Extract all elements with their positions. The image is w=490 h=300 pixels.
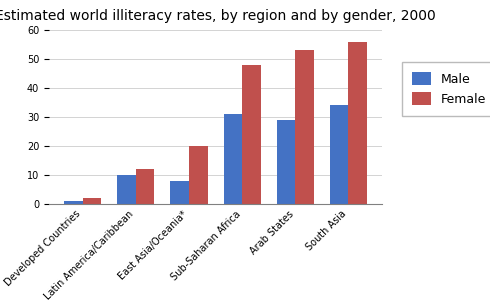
Bar (223, 114, 242, 204)
Bar (136, 169, 154, 204)
Bar (64, 201, 83, 204)
Bar (277, 120, 295, 204)
Bar (117, 175, 136, 204)
Bar (83, 198, 101, 204)
Legend: Male, Female: Male, Female (402, 62, 490, 116)
Bar (295, 50, 314, 204)
Bar (189, 146, 208, 204)
Bar (242, 65, 261, 204)
Text: Estimated world illiteracy rates, by region and by gender, 2000: Estimated world illiteracy rates, by reg… (0, 9, 436, 23)
Bar (330, 105, 348, 204)
Bar (348, 42, 367, 204)
Bar (171, 181, 189, 204)
